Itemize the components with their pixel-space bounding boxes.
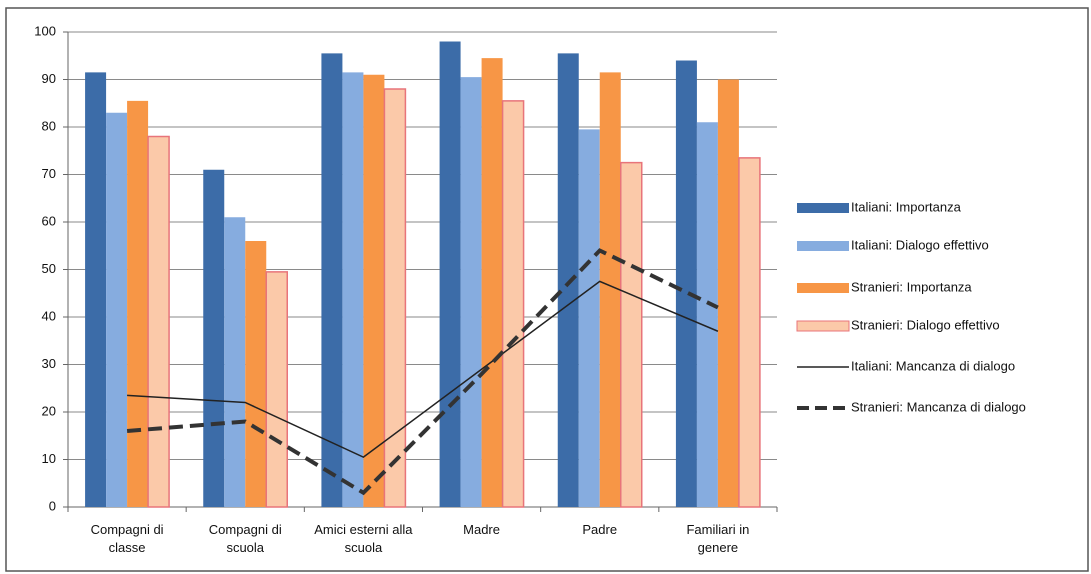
x-tick-label: Madre	[463, 522, 500, 537]
y-tick-label: 80	[42, 118, 56, 133]
y-tick-label: 10	[42, 451, 56, 466]
y-tick-label: 60	[42, 213, 56, 228]
legend-swatch	[797, 203, 849, 213]
legend-swatch	[797, 241, 849, 251]
legend-swatch	[797, 283, 849, 293]
bar	[599, 72, 621, 507]
x-tick-label: Amici esterni alla scuola	[314, 522, 413, 555]
bar	[321, 53, 343, 507]
y-tick-label: 30	[42, 356, 56, 371]
x-tick-label: Compagni di scuola	[208, 522, 282, 555]
y-tick-label: 50	[42, 261, 56, 276]
bar	[245, 241, 267, 507]
x-tick-label: Padre	[582, 522, 618, 537]
x-tick-label: Compagni di classe	[90, 522, 164, 555]
legend-swatch	[796, 320, 850, 332]
legend-label: Stranieri: Importanza	[851, 279, 972, 294]
bar	[675, 60, 697, 507]
bar	[224, 217, 246, 507]
y-tick-label: 20	[42, 403, 56, 418]
y-tick-label: 40	[42, 308, 56, 323]
legend-label: Italiani: Importanza	[851, 199, 962, 214]
bar	[578, 129, 600, 507]
bar	[620, 161, 643, 508]
frame	[5, 7, 1089, 572]
bar	[127, 100, 149, 507]
y-tick-label: 90	[42, 71, 56, 86]
bar	[717, 79, 739, 507]
bar	[203, 169, 225, 507]
bar	[696, 122, 718, 507]
bar	[363, 74, 385, 507]
bar	[439, 41, 461, 507]
bar	[460, 77, 482, 507]
x-tick-label: Familiari in genere	[686, 522, 750, 555]
y-tick-label: 70	[42, 166, 56, 181]
bar	[501, 100, 525, 508]
bar	[557, 53, 579, 507]
legend-label: Stranieri: Mancanza di dialogo	[851, 399, 1026, 414]
bar	[738, 157, 761, 508]
line	[126, 248, 719, 496]
y-tick-label: 0	[49, 498, 56, 513]
y-tick-label: 100	[34, 23, 56, 38]
bar	[106, 112, 128, 507]
bar	[147, 135, 170, 508]
bar	[481, 58, 503, 507]
legend-label: Stranieri: Dialogo effettivo	[851, 317, 1000, 332]
line	[127, 280, 719, 458]
legend-label: Italiani: Dialogo effettivo	[851, 237, 989, 252]
bar	[383, 88, 407, 508]
bar	[265, 271, 288, 508]
bar	[342, 72, 364, 507]
bar	[85, 72, 107, 507]
legend-label: Italiani: Mancanza di dialogo	[851, 358, 1015, 373]
